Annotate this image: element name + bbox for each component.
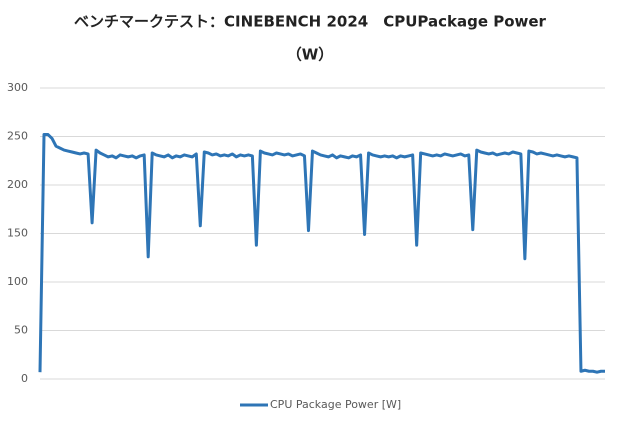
chart-title: ベンチマークテスト：CINEBENCH 2024 CPUPackage Powe…: [74, 13, 547, 31]
y-tick-label: 300: [7, 81, 28, 94]
y-tick-label: 250: [7, 130, 28, 143]
y-tick-label: 200: [7, 178, 28, 191]
y-tick-label: 150: [7, 227, 28, 240]
y-tick-label: 100: [7, 275, 28, 288]
y-tick-label: 0: [21, 372, 28, 385]
series-line: [38, 133, 605, 374]
chart-title: （W）: [287, 46, 334, 64]
y-tick-label: 50: [14, 324, 28, 337]
legend-label: CPU Package Power [W]: [270, 398, 401, 411]
